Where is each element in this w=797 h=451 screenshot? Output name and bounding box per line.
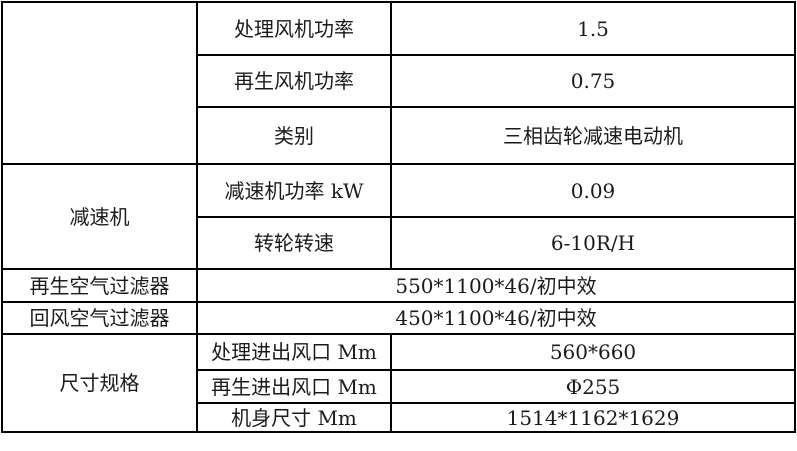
cell-wheel-speed-value: 6-10R/H	[390, 216, 796, 270]
table-row: 处理风机功率 1.5	[1, 1, 796, 165]
table-row: 再生风机功率 0.75	[2, 54, 796, 108]
cell-regen-port-value: Φ255	[390, 369, 796, 404]
cell-return-filter-label: 回风空气过滤器	[1, 301, 198, 335]
cell-body-size-value: 1514*1162*1629	[390, 402, 796, 433]
cell-reducer-power-label: 减速机功率 kW	[196, 163, 392, 218]
cell-process-port-label: 处理进出风口 Mm	[196, 333, 392, 371]
table-row: 尺寸规格 处理进出风口 Mm 560*660	[1, 333, 796, 433]
cell-reducer-power-value: 0.09	[390, 163, 796, 218]
cell-return-filter-value: 450*1100*46/初中效	[196, 301, 796, 335]
cell-process-fan-power-value: 1.5	[390, 1, 796, 56]
table-row: 回风空气过滤器 450*1100*46/初中效	[1, 301, 796, 335]
table-row: 再生进出风口 Mm Φ255	[2, 369, 796, 404]
table-row: 转轮转速 6-10R/H	[2, 216, 796, 270]
cell-wheel-speed-label: 转轮转速	[196, 216, 392, 270]
cell-motor-type-value: 三相齿轮减速电动机	[390, 106, 796, 165]
cell-regen-port-label: 再生进出风口 Mm	[196, 369, 392, 404]
cell-process-fan-power-label: 处理风机功率	[196, 1, 392, 56]
cell-motor-type-label: 类别	[196, 106, 392, 165]
cell-process-port-value: 560*660	[390, 333, 796, 371]
spec-table: 处理风机功率 1.5 再生风机功率 0.75 类别 三相齿轮减速电动机 减速机 …	[1, 1, 796, 433]
cell-reducer-group: 减速机	[1, 163, 198, 270]
table-row: 再生空气过滤器 550*1100*46/初中效	[1, 268, 796, 303]
table-row: 机身尺寸 Mm 1514*1162*1629	[2, 402, 796, 433]
table-row: 类别 三相齿轮减速电动机	[2, 106, 796, 165]
cell-regen-fan-power-value: 0.75	[390, 54, 796, 108]
table-row: 减速机 减速机功率 kW 0.09	[1, 163, 796, 270]
cell-dimensions-group: 尺寸规格	[1, 333, 198, 433]
cell-fan-group	[1, 1, 198, 165]
cell-regen-filter-label: 再生空气过滤器	[1, 268, 198, 303]
cell-regen-filter-value: 550*1100*46/初中效	[196, 268, 796, 303]
cell-regen-fan-power-label: 再生风机功率	[196, 54, 392, 108]
cell-body-size-label: 机身尺寸 Mm	[196, 402, 392, 433]
